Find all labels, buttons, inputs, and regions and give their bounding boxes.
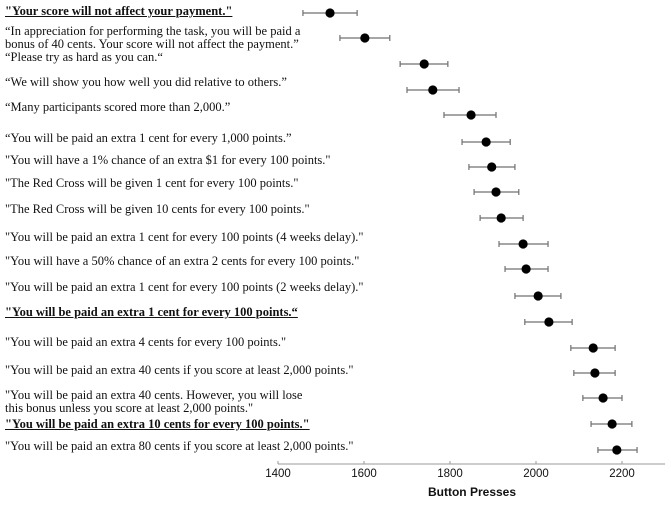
- row-label: "Your score will not affect your payment…: [5, 5, 232, 18]
- data-point: [468, 162, 516, 172]
- row-label: "You will be paid an extra 80 cents if y…: [5, 440, 353, 453]
- data-point: [582, 393, 623, 403]
- row-label-line: "The Red Cross will be given 1 cent for …: [5, 176, 299, 190]
- mean-dot: [428, 85, 438, 95]
- row-label-line: "The Red Cross will be given 10 cents fo…: [5, 202, 310, 216]
- x-axis-tick-label: 1800: [437, 468, 463, 480]
- data-point: [302, 8, 358, 18]
- row-label: "You will be paid an extra 10 cents for …: [5, 418, 310, 431]
- mean-dot: [521, 264, 531, 274]
- data-point: [479, 213, 524, 223]
- row-label-line: this bonus unless you score at least 2,0…: [5, 401, 254, 415]
- row-label: “Please try as hard as you can.“: [5, 51, 163, 64]
- row-label-line: "You will be paid an extra 1 cent for ev…: [5, 280, 364, 294]
- data-point: [514, 291, 562, 301]
- row-label-line: "You will be paid an extra 40 cents. How…: [5, 388, 303, 402]
- mean-dot: [496, 213, 506, 223]
- row-label-line: "You will be paid an extra 1 cent for ev…: [5, 230, 364, 244]
- data-point: [461, 137, 511, 147]
- data-point: [524, 317, 573, 327]
- row-label: "The Red Cross will be given 1 cent for …: [5, 177, 298, 190]
- x-axis-tick-label: 1600: [351, 468, 377, 480]
- mean-dot: [544, 317, 554, 327]
- x-axis-tick-label: 1400: [265, 468, 291, 480]
- mean-dot: [466, 110, 476, 120]
- mean-dot: [533, 291, 543, 301]
- mean-dot: [518, 239, 528, 249]
- row-label: "You will be paid an extra 40 cents. How…: [5, 389, 302, 415]
- row-label-line: “We will show you how well you did relat…: [5, 75, 287, 89]
- row-label-line: "You will be paid an extra 1 cent for ev…: [5, 305, 298, 319]
- data-points: [302, 8, 638, 455]
- row-label: "You will be paid an extra 1 cent for ev…: [5, 306, 298, 319]
- row-label: "You will have a 50% chance of an extra …: [5, 255, 359, 268]
- mean-dot: [491, 187, 501, 197]
- row-label: “In appreciation for performing the task…: [5, 25, 300, 51]
- row-label: “Many participants scored more than 2,00…: [5, 101, 230, 114]
- row-label-line: “Many participants scored more than 2,00…: [5, 100, 231, 114]
- row-label: "You will be paid an extra 1 cent for ev…: [5, 281, 364, 294]
- mean-dot: [487, 162, 497, 172]
- row-label-line: "You will be paid an extra 40 cents if y…: [5, 363, 354, 377]
- data-point: [590, 419, 633, 429]
- row-label-line: "You will have a 1% chance of an extra $…: [5, 153, 331, 167]
- row-label: “We will show you how well you did relat…: [5, 76, 287, 89]
- row-label-line: "You will be paid an extra 10 cents for …: [5, 417, 310, 431]
- data-point: [597, 445, 638, 455]
- data-point: [443, 110, 497, 120]
- data-point: [399, 59, 449, 69]
- mean-dot: [588, 343, 598, 353]
- mean-dot: [607, 419, 617, 429]
- row-label-line: "You will be paid an extra 4 cents for e…: [5, 335, 287, 349]
- row-label-line: "You will have a 50% chance of an extra …: [5, 254, 360, 268]
- x-axis-tick-label: 2000: [523, 468, 549, 480]
- row-label: "You will have a 1% chance of an extra $…: [5, 154, 331, 167]
- data-point: [498, 239, 549, 249]
- row-label-line: “Please try as hard as you can.“: [5, 50, 163, 64]
- row-label-line: "You will be paid an extra 80 cents if y…: [5, 439, 354, 453]
- x-axis-title: Button Presses: [427, 485, 517, 499]
- data-point: [339, 33, 391, 43]
- mean-dot: [360, 33, 370, 43]
- row-label: "You will be paid an extra 40 cents if y…: [5, 364, 353, 377]
- x-axis-ticks: [277, 461, 623, 464]
- data-point: [570, 343, 616, 353]
- x-axis-tick-label: 2200: [609, 468, 635, 480]
- mean-dot: [419, 59, 429, 69]
- row-label: "The Red Cross will be given 10 cents fo…: [5, 203, 310, 216]
- row-label-line: "Your score will not affect your payment…: [5, 4, 233, 18]
- data-point: [473, 187, 520, 197]
- row-label-line: “You will be paid an extra 1 cent for ev…: [5, 131, 292, 145]
- data-point: [406, 85, 460, 95]
- row-label-line: “In appreciation for performing the task…: [5, 24, 301, 38]
- mean-dot: [598, 393, 608, 403]
- data-point: [573, 368, 616, 378]
- row-label: “You will be paid an extra 1 cent for ev…: [5, 132, 292, 145]
- mean-dot: [481, 137, 491, 147]
- row-label: "You will be paid an extra 1 cent for ev…: [5, 231, 364, 244]
- row-label-line: bonus of 40 cents. Your score will not a…: [5, 37, 299, 51]
- mean-dot: [590, 368, 600, 378]
- mean-dot: [325, 8, 335, 18]
- row-label: "You will be paid an extra 4 cents for e…: [5, 336, 286, 349]
- data-point: [504, 264, 549, 274]
- mean-dot: [612, 445, 622, 455]
